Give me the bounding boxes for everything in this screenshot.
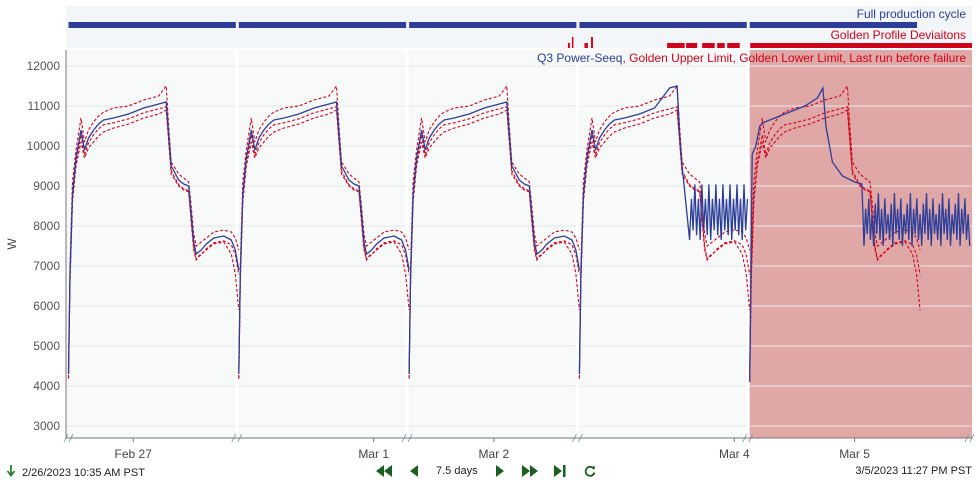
arrow-down-icon[interactable] [6, 465, 16, 480]
legend-entry: , [733, 51, 740, 65]
last-run-before-failure-line [67, 106, 240, 379]
time-navigation: 7.5 days [376, 463, 598, 479]
last-run-before-failure-line [238, 106, 410, 379]
legend-entry: , [622, 51, 629, 65]
deviation-capsule [571, 37, 574, 48]
production-cycle-capsule [238, 22, 407, 28]
end-time[interactable]: 3/5/2023 11:27 PM PST [855, 465, 972, 477]
golden-lower-limit-line [238, 109, 410, 379]
deviation-capsule [727, 43, 740, 48]
golden-upper-limit-line [67, 84, 240, 371]
time-bar: 2/26/2023 10:35 AM PST 7.5 days 3/5/2023… [0, 460, 980, 484]
production-cycle-capsules [68, 22, 918, 28]
legend-entry: Q3 Power-Seeq [537, 51, 622, 65]
golden-lower-limit-line [578, 109, 751, 379]
golden-upper-limit-line [408, 84, 580, 371]
golden-upper-limit-line [238, 84, 410, 371]
step-back-far-icon[interactable] [376, 463, 392, 479]
deviation-capsule [590, 37, 593, 48]
step-forward-icon[interactable] [492, 463, 508, 479]
y-tick-label: 11000 [28, 99, 61, 113]
deviation-capsule [667, 43, 685, 48]
capsule-lane-deviation-label: Golden Profile Deviaitons [831, 28, 966, 42]
y-tick-label: 10000 [27, 139, 61, 153]
deviation-capsules [567, 37, 972, 48]
deviation-capsule [717, 43, 725, 48]
golden-lower-limit-line [408, 109, 580, 379]
golden-upper-limit-line [578, 84, 751, 371]
q3-power-line [749, 85, 971, 383]
deviation-capsule [750, 43, 972, 48]
jump-to-now-icon[interactable] [552, 463, 568, 479]
golden-lower-limit-line [749, 109, 921, 379]
start-time[interactable]: 2/26/2023 10:35 AM PST [22, 466, 145, 479]
y-gridlines [66, 65, 972, 427]
golden-upper-limit-line [749, 84, 921, 371]
deviation-capsule [686, 43, 698, 48]
deviation-capsule [567, 43, 570, 48]
x-tick-label: Mar 4 [719, 447, 750, 460]
start-time-group: 2/26/2023 10:35 AM PST [6, 465, 145, 480]
last-run-before-failure-line [749, 106, 921, 379]
step-forward-far-icon[interactable] [521, 463, 538, 479]
x-tick-label: Mar 1 [358, 447, 389, 460]
q3-power-line [408, 101, 581, 375]
last-run-before-failure-line [408, 106, 580, 379]
y-tick-label: 9000 [33, 179, 60, 193]
y-tick-label: 5000 [33, 339, 60, 353]
x-tick-labels: Feb 27 Mar 1 Mar 2 Mar 4 Mar 5 [115, 438, 870, 460]
y-tick-label: 12000 [27, 59, 61, 73]
golden-lower-limit-line [67, 109, 240, 379]
x-tick-label: Mar 5 [839, 447, 870, 460]
deviation-capsule [584, 43, 588, 48]
q3-power-line [67, 101, 240, 375]
failure-run-highlight [749, 50, 972, 438]
y-tick-labels: 3000 4000 5000 6000 7000 8000 9000 10000 11000 12… [27, 59, 61, 433]
x-tick-label: Mar 2 [479, 447, 510, 460]
q3-power-line [238, 101, 410, 375]
q3-power-line [578, 85, 749, 375]
legend-entry: Last run before failure [849, 51, 966, 65]
series-lines [67, 84, 971, 383]
display-range-span[interactable]: 7.5 days [436, 465, 478, 477]
y-tick-label: 7000 [33, 259, 60, 273]
refresh-icon[interactable] [582, 463, 598, 479]
legend-entry: Golden Upper Limit [629, 51, 733, 65]
y-tick-label: 6000 [33, 299, 60, 313]
production-cycle-capsule [749, 22, 918, 28]
y-axis-label: W [5, 238, 19, 250]
trend-chart: Full production cycle Golden Profile Dev… [5, 6, 975, 460]
y-tick-label: 3000 [33, 419, 60, 433]
legend-entry: Golden Lower Limit [739, 51, 843, 65]
capsule-lane-production-label: Full production cycle [857, 7, 967, 21]
y-tick-label: 8000 [33, 219, 60, 233]
production-cycle-capsule [68, 22, 236, 28]
legend-entry: , [843, 51, 850, 65]
deviation-capsule [702, 43, 715, 48]
step-back-icon[interactable] [406, 463, 422, 479]
last-run-before-failure-line [578, 106, 751, 379]
production-cycle-capsule [579, 22, 747, 28]
legend: Q3 Power-Seeq, Golden Upper Limit, Golde… [537, 51, 966, 65]
y-tick-label: 4000 [33, 379, 60, 393]
production-cycle-capsule [409, 22, 577, 28]
x-tick-label: Feb 27 [115, 447, 153, 460]
cycle-dividers [63, 50, 975, 443]
